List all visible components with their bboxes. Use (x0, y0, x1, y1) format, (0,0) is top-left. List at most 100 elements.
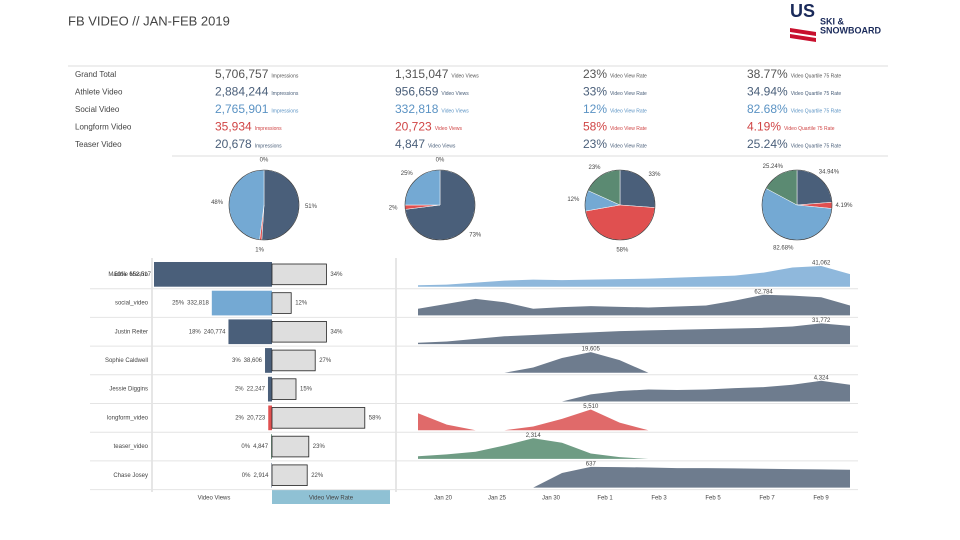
pie-outline (761, 169, 833, 241)
pie-label: 4.19% (835, 203, 853, 209)
kpi-value: 5,706,757 (215, 67, 269, 81)
pie-label: 23% (588, 165, 601, 171)
peak-label: 5,510 (583, 404, 599, 410)
peak-label: 637 (586, 461, 597, 467)
area (418, 352, 850, 373)
kpi-value: 58% (583, 120, 607, 134)
kpi-value: 20,723 (395, 120, 432, 134)
kpi-unit: Impressions (271, 73, 298, 79)
pie-label: 33% (648, 172, 661, 178)
kpi-value: 2,765,901 (215, 102, 269, 116)
views-bar (265, 348, 272, 373)
pie-label: 12% (567, 197, 580, 203)
logo-stripes (790, 28, 816, 42)
kpi-unit: Video Quartile 75 Rate (791, 143, 842, 149)
area (418, 266, 850, 287)
kpi-label: Longform Video (75, 123, 132, 132)
kpi-value: 25.24% (747, 137, 788, 151)
x-label: Feb 3 (651, 496, 667, 502)
area (418, 294, 850, 316)
views-label: 4,847 (253, 444, 269, 450)
kpi-unit: Impressions (255, 143, 282, 149)
pie-slice (228, 169, 265, 241)
pie-outline (228, 169, 300, 241)
share-label: 2% (235, 415, 244, 421)
kpi-value: 4,847 (395, 137, 425, 151)
kpi-unit: Video Quartile 75 Rate (791, 91, 842, 97)
rate-bar (271, 407, 366, 429)
kpi-unit: Video View Rate (610, 91, 647, 97)
pie-label: 51% (305, 204, 318, 210)
column-header: Video View Rate (309, 496, 354, 502)
x-label: Feb 1 (597, 496, 613, 502)
area (418, 466, 850, 488)
pie-label: 34.94% (819, 170, 840, 176)
kpi-value: 35,934 (215, 120, 252, 134)
kpi-unit: Video Views (451, 73, 479, 79)
kpi-value: 23% (583, 67, 607, 81)
views-bar (268, 405, 272, 431)
kpi-unit: Video View Rate (610, 73, 647, 79)
views-bar (267, 376, 272, 402)
row-name: Maddie Mastro (108, 272, 148, 278)
kpi-value: 4.19% (747, 120, 781, 134)
kpi-value: 12% (583, 102, 607, 116)
header-bg (272, 490, 390, 504)
x-label: Feb 7 (759, 496, 775, 502)
share-label: 0% (241, 444, 250, 450)
kpi-unit: Video Quartile 75 Rate (791, 108, 842, 114)
pie-slice (261, 169, 300, 241)
rate-bar (271, 435, 310, 458)
x-label: Feb 5 (705, 496, 721, 502)
kpi-value: 82.68% (747, 102, 788, 116)
pie-outline (584, 169, 656, 241)
kpi-unit: Video Views (428, 143, 456, 149)
views-label: 22,247 (247, 387, 266, 393)
rate-label: 22% (311, 473, 324, 479)
pie-label: 25.24% (763, 164, 784, 170)
share-label: 0% (242, 473, 251, 479)
rate-label: 23% (313, 444, 326, 450)
rate-bar (271, 378, 297, 400)
kpi-label: Athlete Video (75, 88, 123, 97)
pie-outline (404, 169, 476, 241)
area (418, 409, 850, 431)
kpi-value: 20,678 (215, 137, 252, 151)
peak-label: 62,784 (754, 289, 773, 295)
views-bar (228, 319, 272, 345)
kpi-value: 1,315,047 (395, 67, 449, 81)
pie-label: 82.68% (773, 246, 794, 252)
peak-label: 41,062 (812, 261, 831, 267)
peak-label: 4,324 (814, 375, 830, 381)
rate-bar (271, 320, 327, 343)
x-label: Jan 25 (488, 496, 507, 502)
peak-label: 19,605 (582, 347, 601, 353)
kpi-unit: Video Views (435, 126, 463, 132)
pie-label: 2% (389, 205, 398, 211)
peak-label: 2,314 (526, 433, 542, 439)
views-label: 38,606 (244, 358, 263, 364)
rate-bar (271, 292, 292, 314)
rate-label: 58% (369, 415, 382, 421)
pie-label: 48% (211, 200, 224, 206)
share-label: 25% (172, 301, 185, 307)
kpi-unit: Video Quartile 75 Rate (784, 126, 835, 132)
pie-label: 58% (616, 248, 629, 254)
kpi-value: 34.94% (747, 85, 788, 99)
kpi-unit: Video View Rate (610, 126, 647, 132)
kpi-value: 33% (583, 85, 607, 99)
rate-bar (271, 263, 327, 286)
share-label: 3% (232, 358, 241, 364)
area (418, 323, 850, 345)
kpi-unit: Video Views (441, 108, 469, 114)
share-label: 18% (189, 329, 202, 335)
column-header: Video Views (198, 496, 231, 502)
rate-label: 34% (330, 272, 343, 278)
share-label: 50% (114, 272, 127, 278)
pie-label: 73% (469, 232, 482, 238)
row-name: teaser_video (114, 444, 149, 450)
x-label: Jan 20 (434, 496, 453, 502)
rate-label: 15% (300, 387, 313, 393)
rate-label: 12% (295, 301, 308, 307)
kpi-value: 332,818 (395, 102, 439, 116)
